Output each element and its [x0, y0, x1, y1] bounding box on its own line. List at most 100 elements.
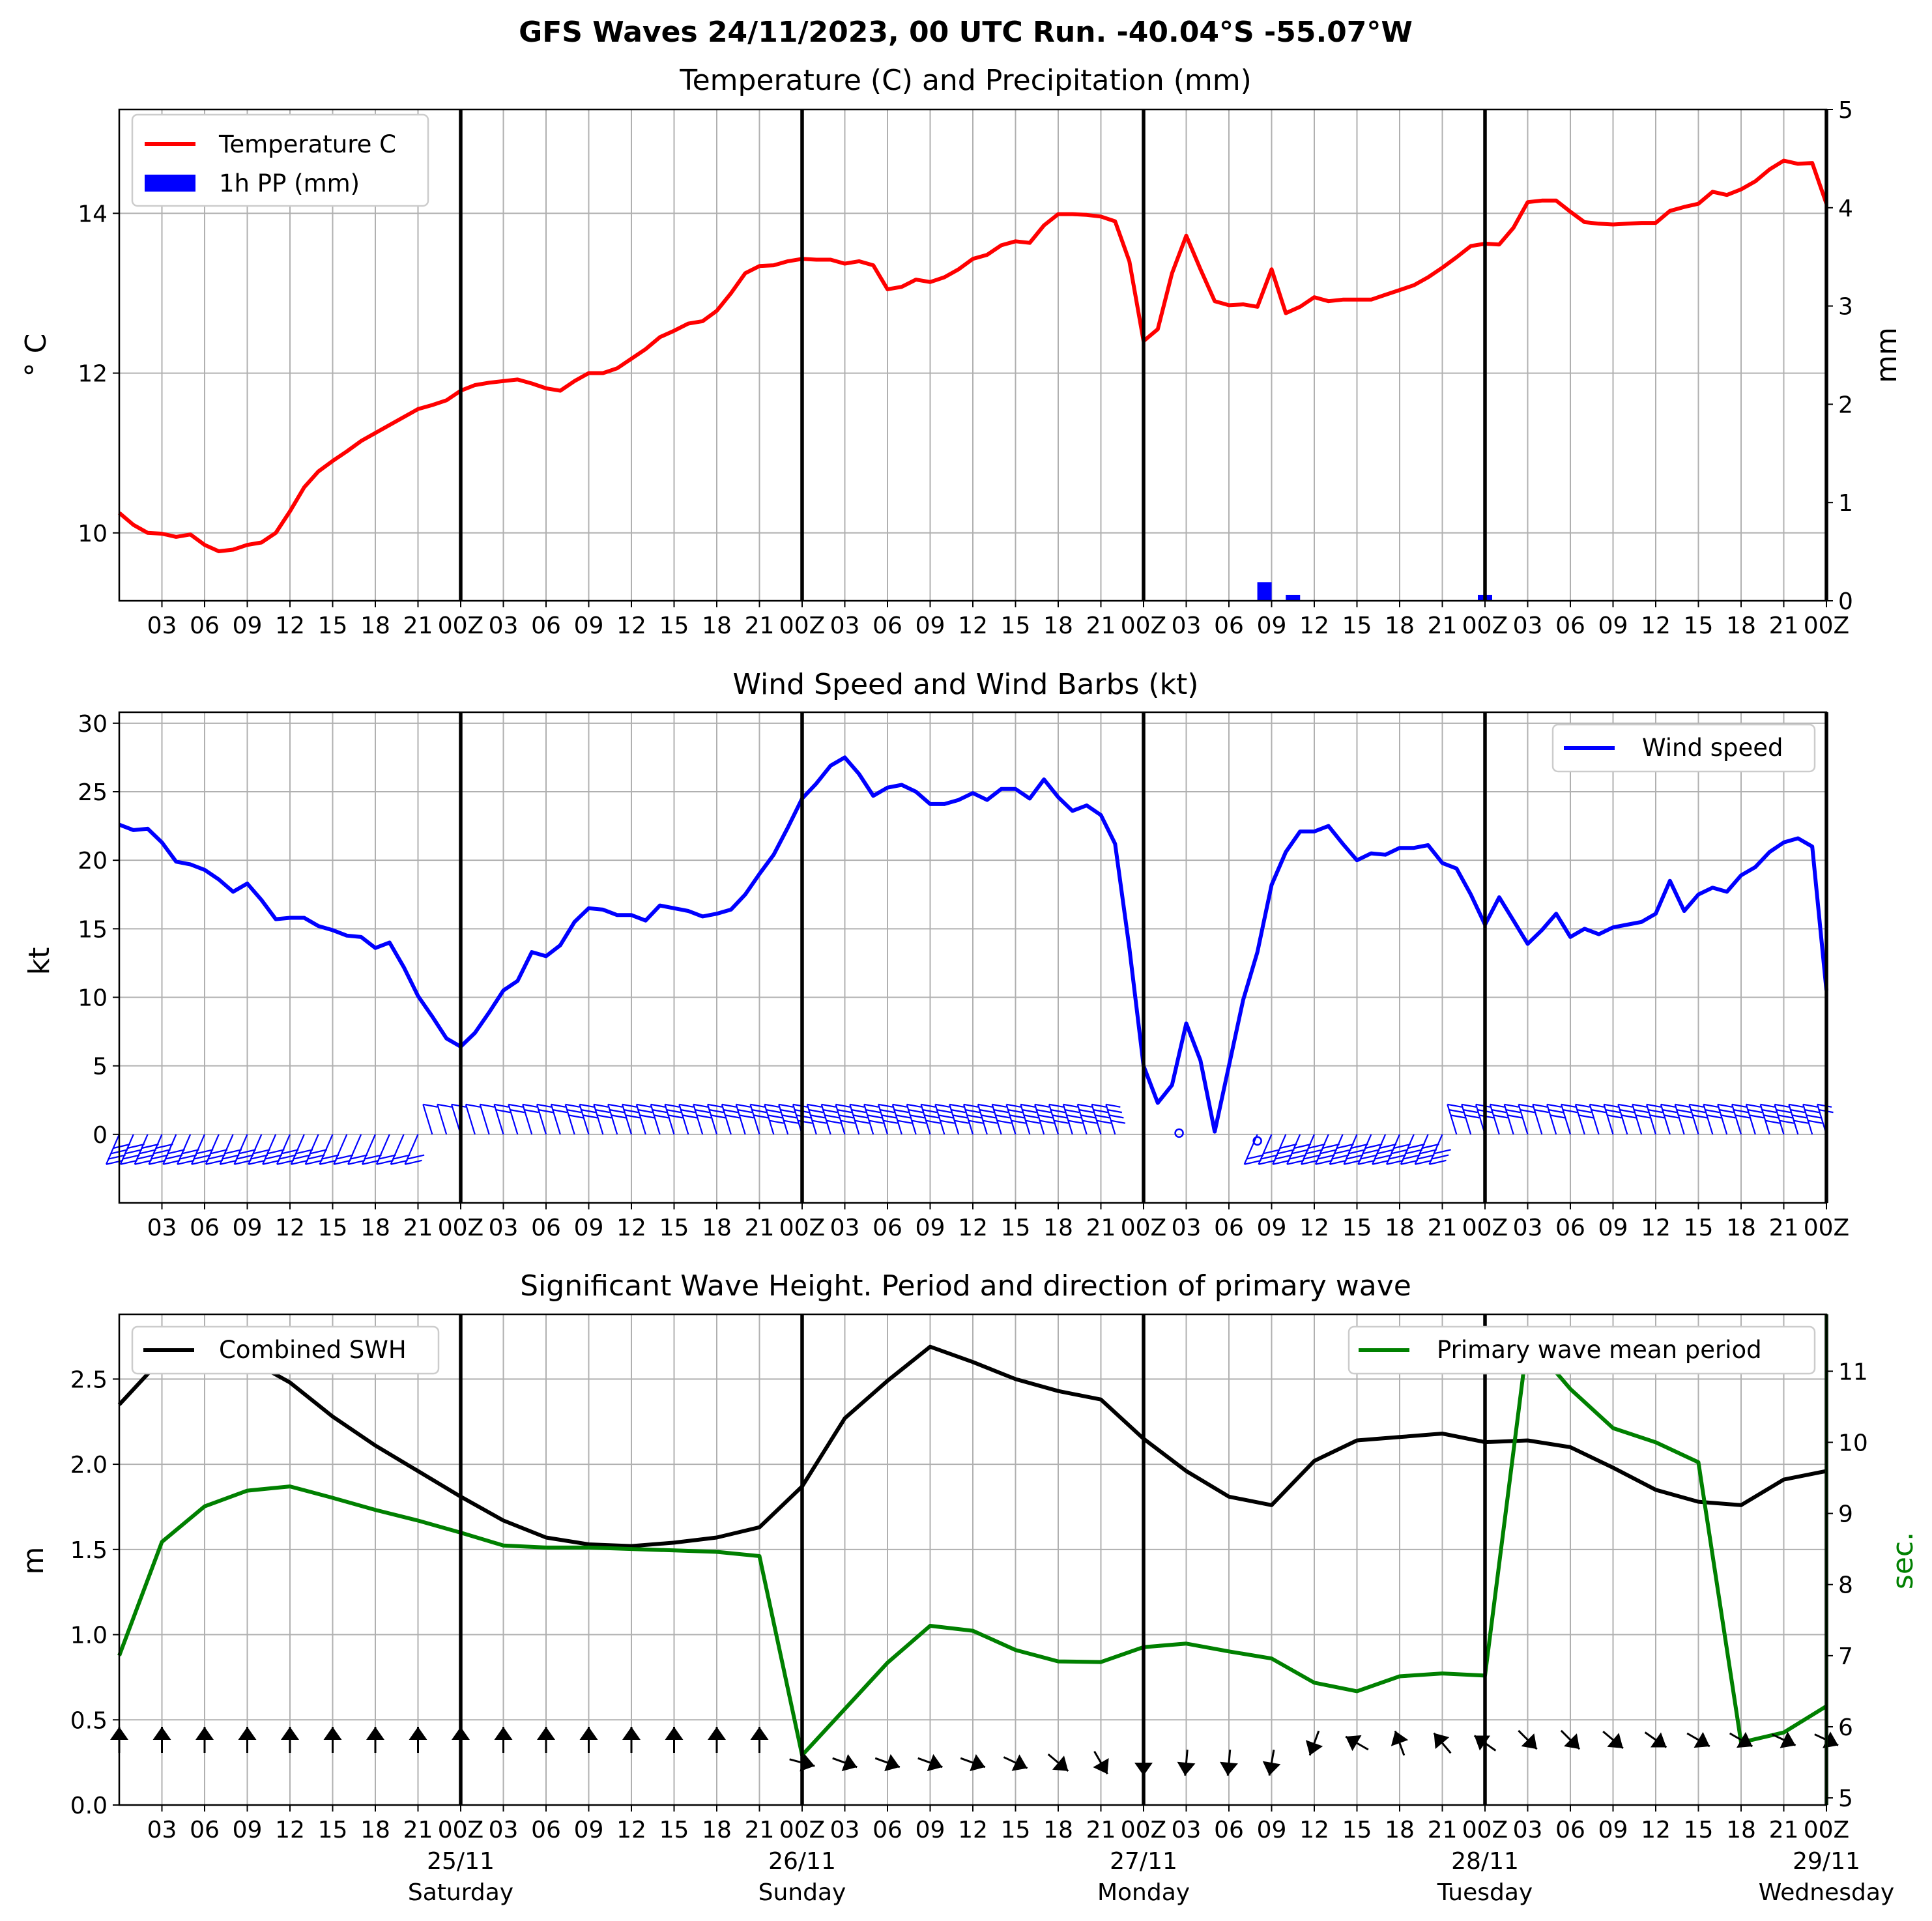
x-tick-label: 09: [1598, 1215, 1628, 1241]
wind-barb-flag: [376, 1159, 394, 1165]
wind-barb-flag: [1591, 1109, 1606, 1114]
wind-barb-flag: [1344, 1159, 1361, 1165]
arrow-head: [1474, 1735, 1491, 1751]
wind-barb: [1343, 1134, 1368, 1165]
wind-barb-flag: [1678, 1114, 1693, 1119]
legend-precip-label: 1h PP (mm): [219, 169, 360, 197]
wind-barb: [1759, 1103, 1780, 1135]
wind-barb-flag: [1038, 1114, 1053, 1119]
x-tick-label: 00Z: [1121, 1215, 1166, 1241]
wave-direction-arrow: [409, 1727, 427, 1753]
wind-barb-flag: [494, 1103, 509, 1108]
wave-direction-arrow: [1391, 1730, 1409, 1756]
wind-barb-flag: [1329, 1159, 1347, 1165]
wind-barb: [1062, 1103, 1083, 1135]
wind-barb: [333, 1134, 354, 1165]
wind-barb-staff: [1674, 1104, 1685, 1135]
arrow-head: [238, 1727, 257, 1740]
wind-barb-flag: [709, 1109, 724, 1114]
wind-barb: [806, 1103, 827, 1135]
wind-barb-flag: [1110, 1119, 1126, 1124]
wind-barb-flag: [1717, 1103, 1733, 1108]
wind-barb-staff: [621, 1104, 633, 1135]
wind-barb-flag: [334, 1159, 351, 1165]
wind-barb: [564, 1103, 583, 1135]
wind-barb-flag: [1080, 1114, 1095, 1119]
x-tick-label: 03: [1172, 613, 1202, 639]
wind-barb-flag: [281, 1149, 299, 1155]
wind-barb-flag: [812, 1119, 827, 1124]
wind-barb-flag: [113, 1143, 131, 1149]
x-tick-label: 00Z: [1804, 613, 1849, 639]
wind-barb-flag: [839, 1114, 854, 1119]
arrow-head: [494, 1727, 513, 1740]
wind-barb-flag: [1403, 1154, 1420, 1160]
legend-precip-swatch: [145, 175, 195, 192]
x-tick-label: 09: [1257, 1215, 1287, 1241]
date-label: 29/11: [1793, 1848, 1860, 1875]
wind-barb-flag: [1322, 1143, 1340, 1149]
wind-barb-flag: [1649, 1114, 1665, 1119]
wind-barb: [1674, 1103, 1693, 1135]
y-tick-label-right: 1: [1838, 490, 1853, 517]
wind-barb-staff: [1731, 1104, 1742, 1135]
wind-barb-flag: [1689, 1103, 1704, 1108]
wind-barb-flag: [837, 1109, 852, 1114]
wind-barb-flag: [123, 1154, 140, 1160]
wind-barb: [1688, 1103, 1707, 1135]
x-tick-label: 18: [1385, 1817, 1415, 1843]
wind-barb-flag: [508, 1103, 523, 1108]
wind-barb: [1703, 1103, 1722, 1135]
plot-frame: [118, 108, 1828, 602]
x-tick-label: 12: [616, 1215, 646, 1241]
wind-barb-flag: [1082, 1119, 1097, 1124]
wind-barb-flag: [177, 1159, 195, 1165]
wind-barb: [1731, 1103, 1750, 1135]
wind-barb-staff: [1560, 1104, 1572, 1135]
x-tick-label: 15: [659, 1817, 689, 1843]
x-tick-label: 09: [916, 1215, 945, 1241]
wind-barb: [1447, 1103, 1465, 1135]
wind-barb-flag: [949, 1103, 964, 1108]
y-tick-label: 0: [93, 1122, 108, 1149]
x-tick-label: 03: [147, 1817, 177, 1843]
wind-barb: [706, 1103, 726, 1135]
wind-barb-flag: [924, 1114, 939, 1119]
wind-barb-flag: [938, 1114, 953, 1119]
wind-barb-flag: [1632, 1103, 1647, 1108]
y-tick-label: 0.5: [70, 1707, 108, 1734]
wind-barb: [863, 1103, 884, 1135]
wave-direction-arrow: [1686, 1731, 1710, 1748]
wind-barb-flag: [250, 1154, 268, 1160]
wind-barb: [1243, 1134, 1264, 1165]
x-tick-label: 15: [1001, 613, 1031, 639]
wind-barb-staff: [877, 1104, 889, 1135]
wind-barb-flag: [1109, 1114, 1124, 1119]
wind-barb-staff: [177, 1134, 192, 1165]
y-tick-label-right: 11: [1838, 1359, 1868, 1385]
wind-barb-flag: [1589, 1103, 1604, 1108]
x-tick-label: 12: [958, 613, 988, 639]
wind-barb-flag: [1066, 1114, 1082, 1119]
wind-barb-flag: [965, 1109, 980, 1114]
wind-barb: [1461, 1103, 1480, 1135]
wind-barb-staff: [1329, 1134, 1344, 1165]
y-tick-label: 1.0: [70, 1623, 108, 1649]
wind-barb-flag: [536, 1103, 552, 1108]
wind-barb-flag: [869, 1119, 884, 1124]
wind-barb-flag: [1808, 1119, 1823, 1124]
wind-barb-flag: [319, 1159, 337, 1165]
wind-barb: [1574, 1103, 1594, 1135]
y-tick-label-right: 2: [1838, 392, 1853, 418]
wind-barb-staff: [1286, 1134, 1301, 1165]
weekday-label: Wednesday: [1759, 1879, 1894, 1906]
wave-direction-arrow: [1305, 1730, 1323, 1756]
wind-barb-flag: [1561, 1103, 1576, 1108]
wind-barb-staff: [607, 1104, 618, 1135]
wind-barb-flag: [1039, 1119, 1054, 1124]
wave-direction-arrow: [323, 1727, 342, 1753]
x-tick-label: 06: [531, 1817, 561, 1843]
wind-barb-flag: [267, 1149, 285, 1155]
wind-barb: [1258, 1134, 1280, 1165]
wind-barb-staff: [205, 1134, 220, 1165]
